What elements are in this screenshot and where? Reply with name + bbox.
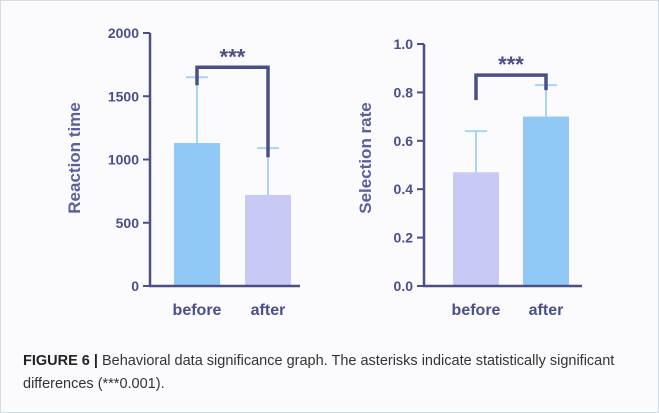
- selection-rate-y-tick-label: 0.2: [394, 230, 414, 246]
- reaction-time-significance-bracket: [195, 65, 270, 158]
- reaction-time-y-title: Reaction time: [65, 102, 84, 213]
- reaction-time-bar-before: [174, 143, 220, 286]
- selection-rate-bar-after: [523, 116, 569, 286]
- selection-rate-y-tick-label: 0.0: [394, 278, 414, 294]
- reaction-time-chart: Reaction time before after 0 500 1000 1500 200…: [65, 25, 300, 319]
- selection-rate-y-title: Selection rate: [356, 102, 375, 214]
- reaction-time-y-tick-label: 500: [116, 215, 140, 231]
- selection-rate-chart: Selection rate before after 0.0 0.2 0.4 0.6 0.…: [356, 36, 582, 319]
- selection-rate-y-tick-label: 0.4: [394, 181, 414, 197]
- selection-rate-significance-bracket: [474, 73, 548, 101]
- selection-rate-significance-label: ***: [498, 52, 524, 77]
- caption-text: Behavioral data significance graph. The …: [23, 353, 615, 392]
- reaction-time-y-tick-label: 0: [131, 278, 139, 294]
- figure-caption: FIGURE 6 | Behavioral data significance …: [23, 350, 643, 396]
- reaction-time-bar-after: [245, 194, 291, 286]
- reaction-time-significance-label: ***: [220, 44, 246, 69]
- reaction-time-x-label-before: before: [173, 302, 222, 319]
- reaction-time-y-tick-label: 2000: [108, 25, 139, 41]
- selection-rate-x-label-before: before: [452, 302, 501, 319]
- selection-rate-bar-before: [453, 172, 499, 286]
- reaction-time-y-tick-label: 1000: [108, 152, 139, 168]
- selection-rate-x-label-after: after: [529, 302, 564, 319]
- reaction-time-y-tick-label: 1500: [108, 88, 139, 104]
- selection-rate-y-tick-label: 1.0: [394, 36, 414, 52]
- reaction-time-x-label-after: after: [251, 302, 286, 319]
- selection-rate-y-tick-label: 0.8: [394, 84, 414, 100]
- selection-rate-y-tick-label: 0.6: [394, 133, 414, 149]
- figure-label: FIGURE 6 |: [23, 353, 98, 369]
